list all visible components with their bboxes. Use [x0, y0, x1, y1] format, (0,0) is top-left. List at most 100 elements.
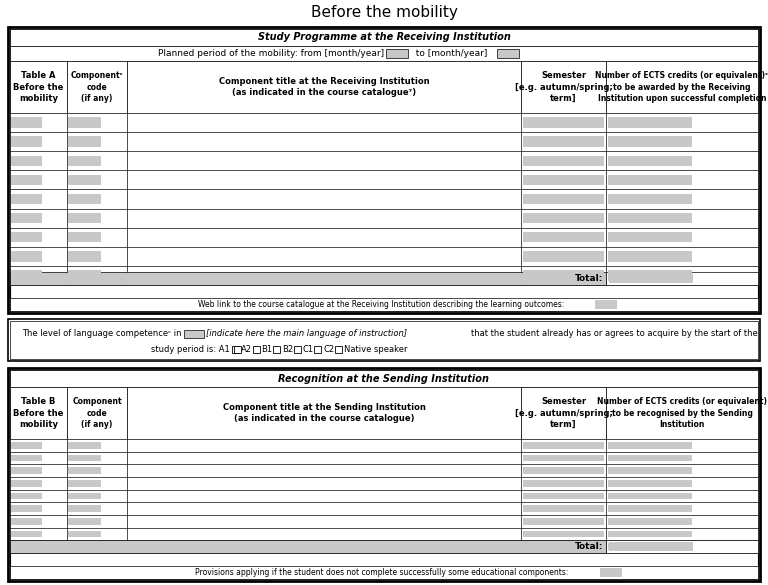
Bar	[127, 387, 521, 439]
Bar	[10, 151, 67, 170]
Bar	[127, 452, 521, 464]
Bar	[606, 528, 758, 541]
Bar	[606, 228, 758, 247]
Bar	[68, 136, 101, 147]
Bar	[10, 477, 67, 490]
Bar	[608, 175, 692, 185]
Bar	[11, 455, 42, 462]
Bar	[11, 505, 42, 512]
Bar	[10, 228, 67, 247]
Bar	[67, 209, 127, 228]
Bar	[606, 541, 758, 553]
Bar	[11, 531, 42, 538]
Bar	[127, 528, 521, 541]
Bar	[608, 136, 692, 147]
Bar	[600, 568, 622, 577]
Bar	[10, 515, 67, 528]
Bar	[10, 266, 67, 285]
Bar	[521, 528, 606, 541]
Bar	[10, 503, 67, 515]
Bar	[521, 387, 606, 439]
Text: Number of ECTS credits (or equivalent)
to be recognised by the Sending
Instituti: Number of ECTS credits (or equivalent) t…	[597, 397, 767, 429]
Bar	[232, 346, 239, 353]
Bar	[523, 467, 604, 474]
Text: Component
code
(if any): Component code (if any)	[72, 397, 122, 429]
Bar	[521, 439, 606, 452]
Bar	[608, 194, 692, 204]
Bar	[10, 452, 67, 464]
Bar	[10, 566, 758, 579]
Bar	[606, 387, 758, 439]
Text: Web link to the course catalogue at the Receiving Institution describing the lea: Web link to the course catalogue at the …	[198, 300, 570, 309]
Bar	[523, 455, 604, 462]
Bar	[11, 118, 42, 128]
Bar	[68, 467, 101, 474]
Bar	[11, 543, 42, 550]
Bar	[11, 232, 42, 242]
Bar	[68, 480, 101, 487]
Bar	[606, 190, 758, 209]
Bar	[523, 136, 604, 147]
Bar	[606, 452, 758, 464]
Text: The level of language competenceᶜ in: The level of language competenceᶜ in	[22, 329, 182, 338]
Bar	[127, 190, 521, 209]
Bar	[67, 170, 127, 190]
Bar	[127, 247, 521, 266]
Bar	[11, 251, 42, 261]
Bar	[606, 209, 758, 228]
Bar	[608, 518, 692, 525]
Bar	[184, 330, 204, 338]
Bar	[521, 209, 606, 228]
Bar	[521, 541, 606, 553]
Bar	[608, 455, 692, 462]
Text: Provisions applying if the student does not complete successfully some education: Provisions applying if the student does …	[195, 568, 573, 577]
Text: Planned period of the mobility: from [month/year]: Planned period of the mobility: from [mo…	[158, 49, 384, 58]
Bar	[68, 493, 101, 500]
Bar	[68, 455, 101, 462]
Bar	[67, 439, 127, 452]
Bar	[521, 170, 606, 190]
Text: Semester
[e.g. autumn/spring;
term]: Semester [e.g. autumn/spring; term]	[515, 71, 612, 102]
Bar	[608, 493, 692, 500]
Bar	[523, 505, 604, 512]
Bar	[523, 194, 604, 204]
Bar	[11, 175, 42, 185]
Bar	[314, 346, 321, 353]
Bar	[608, 442, 692, 449]
Bar	[8, 319, 760, 361]
Text: Semester
[e.g. autumn/spring;
term]: Semester [e.g. autumn/spring; term]	[515, 397, 612, 429]
Bar	[68, 251, 101, 261]
Bar	[10, 541, 67, 553]
Bar	[523, 518, 604, 525]
Text: [indicate here the main language of instruction]: [indicate here the main language of inst…	[206, 329, 407, 338]
Bar	[606, 477, 758, 490]
Bar	[10, 29, 758, 311]
Bar	[67, 490, 127, 503]
Bar	[606, 515, 758, 528]
Bar	[68, 518, 101, 525]
Text: B1: B1	[262, 345, 273, 354]
Bar	[523, 480, 604, 487]
Bar	[608, 118, 692, 128]
Bar	[606, 61, 758, 113]
Bar	[10, 439, 67, 452]
Bar	[595, 300, 617, 309]
Bar	[10, 272, 606, 285]
Bar	[294, 346, 301, 353]
Bar	[521, 61, 606, 113]
Bar	[10, 528, 67, 541]
Bar	[386, 49, 408, 57]
Bar	[68, 175, 101, 185]
Bar	[10, 387, 67, 439]
Bar	[523, 213, 604, 223]
Bar	[67, 151, 127, 170]
Bar	[10, 247, 67, 266]
Bar	[8, 368, 760, 581]
Bar	[127, 228, 521, 247]
Bar	[127, 515, 521, 528]
Bar	[523, 251, 604, 261]
Bar	[67, 541, 127, 553]
Bar	[608, 156, 692, 166]
Bar	[127, 113, 521, 132]
Bar	[523, 118, 604, 128]
